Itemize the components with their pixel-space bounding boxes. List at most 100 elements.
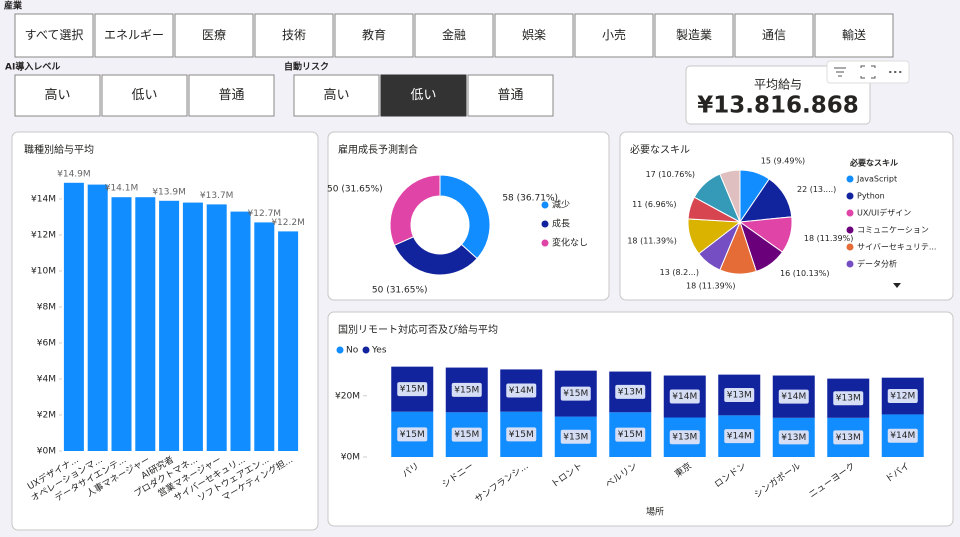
data-label: ¥13.7M: [200, 191, 234, 201]
data-label: 18 (11.39%): [627, 236, 676, 245]
bar: [278, 231, 299, 451]
x-axis-label: 場所: [646, 506, 664, 518]
slicer-button[interactable]: [101, 74, 188, 117]
legend-label: データ分析: [857, 259, 897, 269]
data-label-box: [506, 383, 537, 398]
slicer-button[interactable]: [14, 74, 101, 117]
slicer-button[interactable]: [174, 13, 254, 58]
slicer-item[interactable]: 普通: [218, 88, 244, 103]
slicer-button[interactable]: [293, 74, 380, 117]
slicer-button[interactable]: [380, 74, 467, 117]
data-label: ¥13.9M: [152, 187, 186, 197]
legend-swatch: [336, 346, 344, 354]
data-label: 18 (11.39%): [686, 281, 735, 290]
legend-label: UX/UIデザイン: [857, 208, 911, 218]
data-label: ¥15M: [454, 385, 479, 395]
y-tick-label: ¥6M: [37, 339, 56, 349]
slicer-button[interactable]: [494, 13, 574, 58]
data-label: ¥15M: [563, 389, 588, 399]
data-label: ¥14M: [727, 432, 752, 442]
legend-swatch: [846, 260, 854, 268]
legend-swatch: [846, 192, 854, 200]
slicer-item[interactable]: 技術: [282, 28, 306, 42]
slicer-item[interactable]: 教育: [362, 27, 386, 42]
legend-label: JavaScript: [856, 175, 897, 184]
slicer-item[interactable]: 低い: [410, 88, 436, 103]
chart-title: 国別リモート対応可否及び給与平均: [338, 323, 498, 336]
bar: [230, 211, 251, 451]
slicer-item[interactable]: 娯楽: [522, 28, 546, 42]
data-label: ¥15M: [400, 430, 425, 440]
data-label: 17 (10.76%): [646, 170, 695, 179]
bar: [182, 202, 203, 451]
filter-icon[interactable]: [834, 67, 846, 77]
data-label-box: [506, 427, 537, 442]
slicer-button[interactable]: [188, 74, 275, 117]
slicer-item[interactable]: 普通: [497, 88, 523, 103]
data-label: 11 (6.96%): [632, 200, 676, 209]
data-label: ¥14.1M: [105, 184, 139, 194]
slicer-button[interactable]: [94, 13, 174, 58]
data-label: 13 (8.2...): [660, 268, 699, 277]
slicer-button[interactable]: [254, 13, 334, 58]
slicer-item[interactable]: 高い: [44, 87, 70, 103]
legend-swatch: [541, 201, 549, 209]
slicer-item[interactable]: 医療: [202, 28, 226, 42]
legend-label: 減少: [552, 199, 570, 211]
data-label: 18 (11.39%): [804, 234, 853, 243]
slicer-item[interactable]: 製造業: [676, 28, 712, 42]
data-label-box: [615, 427, 646, 442]
slicer-item[interactable]: エネルギー: [104, 28, 164, 42]
data-label: ¥14M: [672, 392, 697, 402]
slicer-button[interactable]: [467, 74, 554, 117]
legend-label: 変化なし: [552, 237, 588, 249]
slicer-item[interactable]: 高い: [323, 87, 349, 103]
data-label: ¥14M: [509, 386, 534, 396]
legend-label: No: [346, 346, 359, 356]
slicer-button[interactable]: [814, 13, 894, 58]
slice: [719, 169, 741, 223]
slicer-item[interactable]: 通信: [762, 28, 786, 42]
data-label-box: [887, 389, 918, 404]
legend-scroll[interactable]: [893, 283, 901, 288]
slicer-button[interactable]: [574, 13, 654, 58]
slicer-item[interactable]: 金融: [442, 27, 466, 42]
card-title: 平均給与: [754, 78, 802, 92]
visual-toolbar: [826, 60, 910, 84]
slicer-button[interactable]: [734, 13, 814, 58]
data-label-box: [451, 382, 482, 397]
slicer-button[interactable]: [654, 13, 734, 58]
data-label: ¥13M: [836, 433, 861, 443]
focus-icon[interactable]: [860, 65, 876, 79]
legend-swatch: [846, 243, 854, 251]
chart-title: 雇用成長予測割合: [338, 143, 418, 156]
card-box: [685, 65, 871, 125]
data-label-box: [615, 384, 646, 399]
data-label-box: [560, 386, 591, 401]
legend-label: Python: [857, 192, 885, 201]
y-tick-label: ¥4M: [37, 375, 56, 385]
data-label: 58 (36.71%): [502, 194, 558, 204]
bar: [63, 182, 84, 452]
slicer-item[interactable]: すべて選択: [25, 28, 84, 42]
slicer-item[interactable]: 低い: [131, 88, 157, 103]
legend-swatch: [846, 209, 854, 217]
slicer-item[interactable]: 小売: [602, 27, 626, 42]
bar: [159, 200, 180, 451]
slicer-button[interactable]: [14, 13, 94, 58]
data-label: ¥13M: [727, 390, 752, 400]
data-label-box: [778, 389, 809, 404]
data-label-box: [669, 389, 700, 404]
data-label: ¥12M: [890, 392, 915, 402]
slicer-button[interactable]: [334, 13, 414, 58]
data-label: ¥13M: [563, 432, 588, 442]
y-tick-label: ¥12M: [31, 231, 56, 241]
y-tick-label: ¥20M: [335, 391, 360, 401]
slicer-item[interactable]: 輸送: [842, 27, 866, 42]
data-label: ¥12.7M: [248, 209, 282, 219]
y-tick-label: ¥14M: [31, 195, 56, 205]
legend-swatch: [846, 175, 854, 183]
slicer-button[interactable]: [414, 13, 494, 58]
bar: [206, 204, 227, 451]
data-label: 50 (31.65%): [327, 185, 383, 195]
